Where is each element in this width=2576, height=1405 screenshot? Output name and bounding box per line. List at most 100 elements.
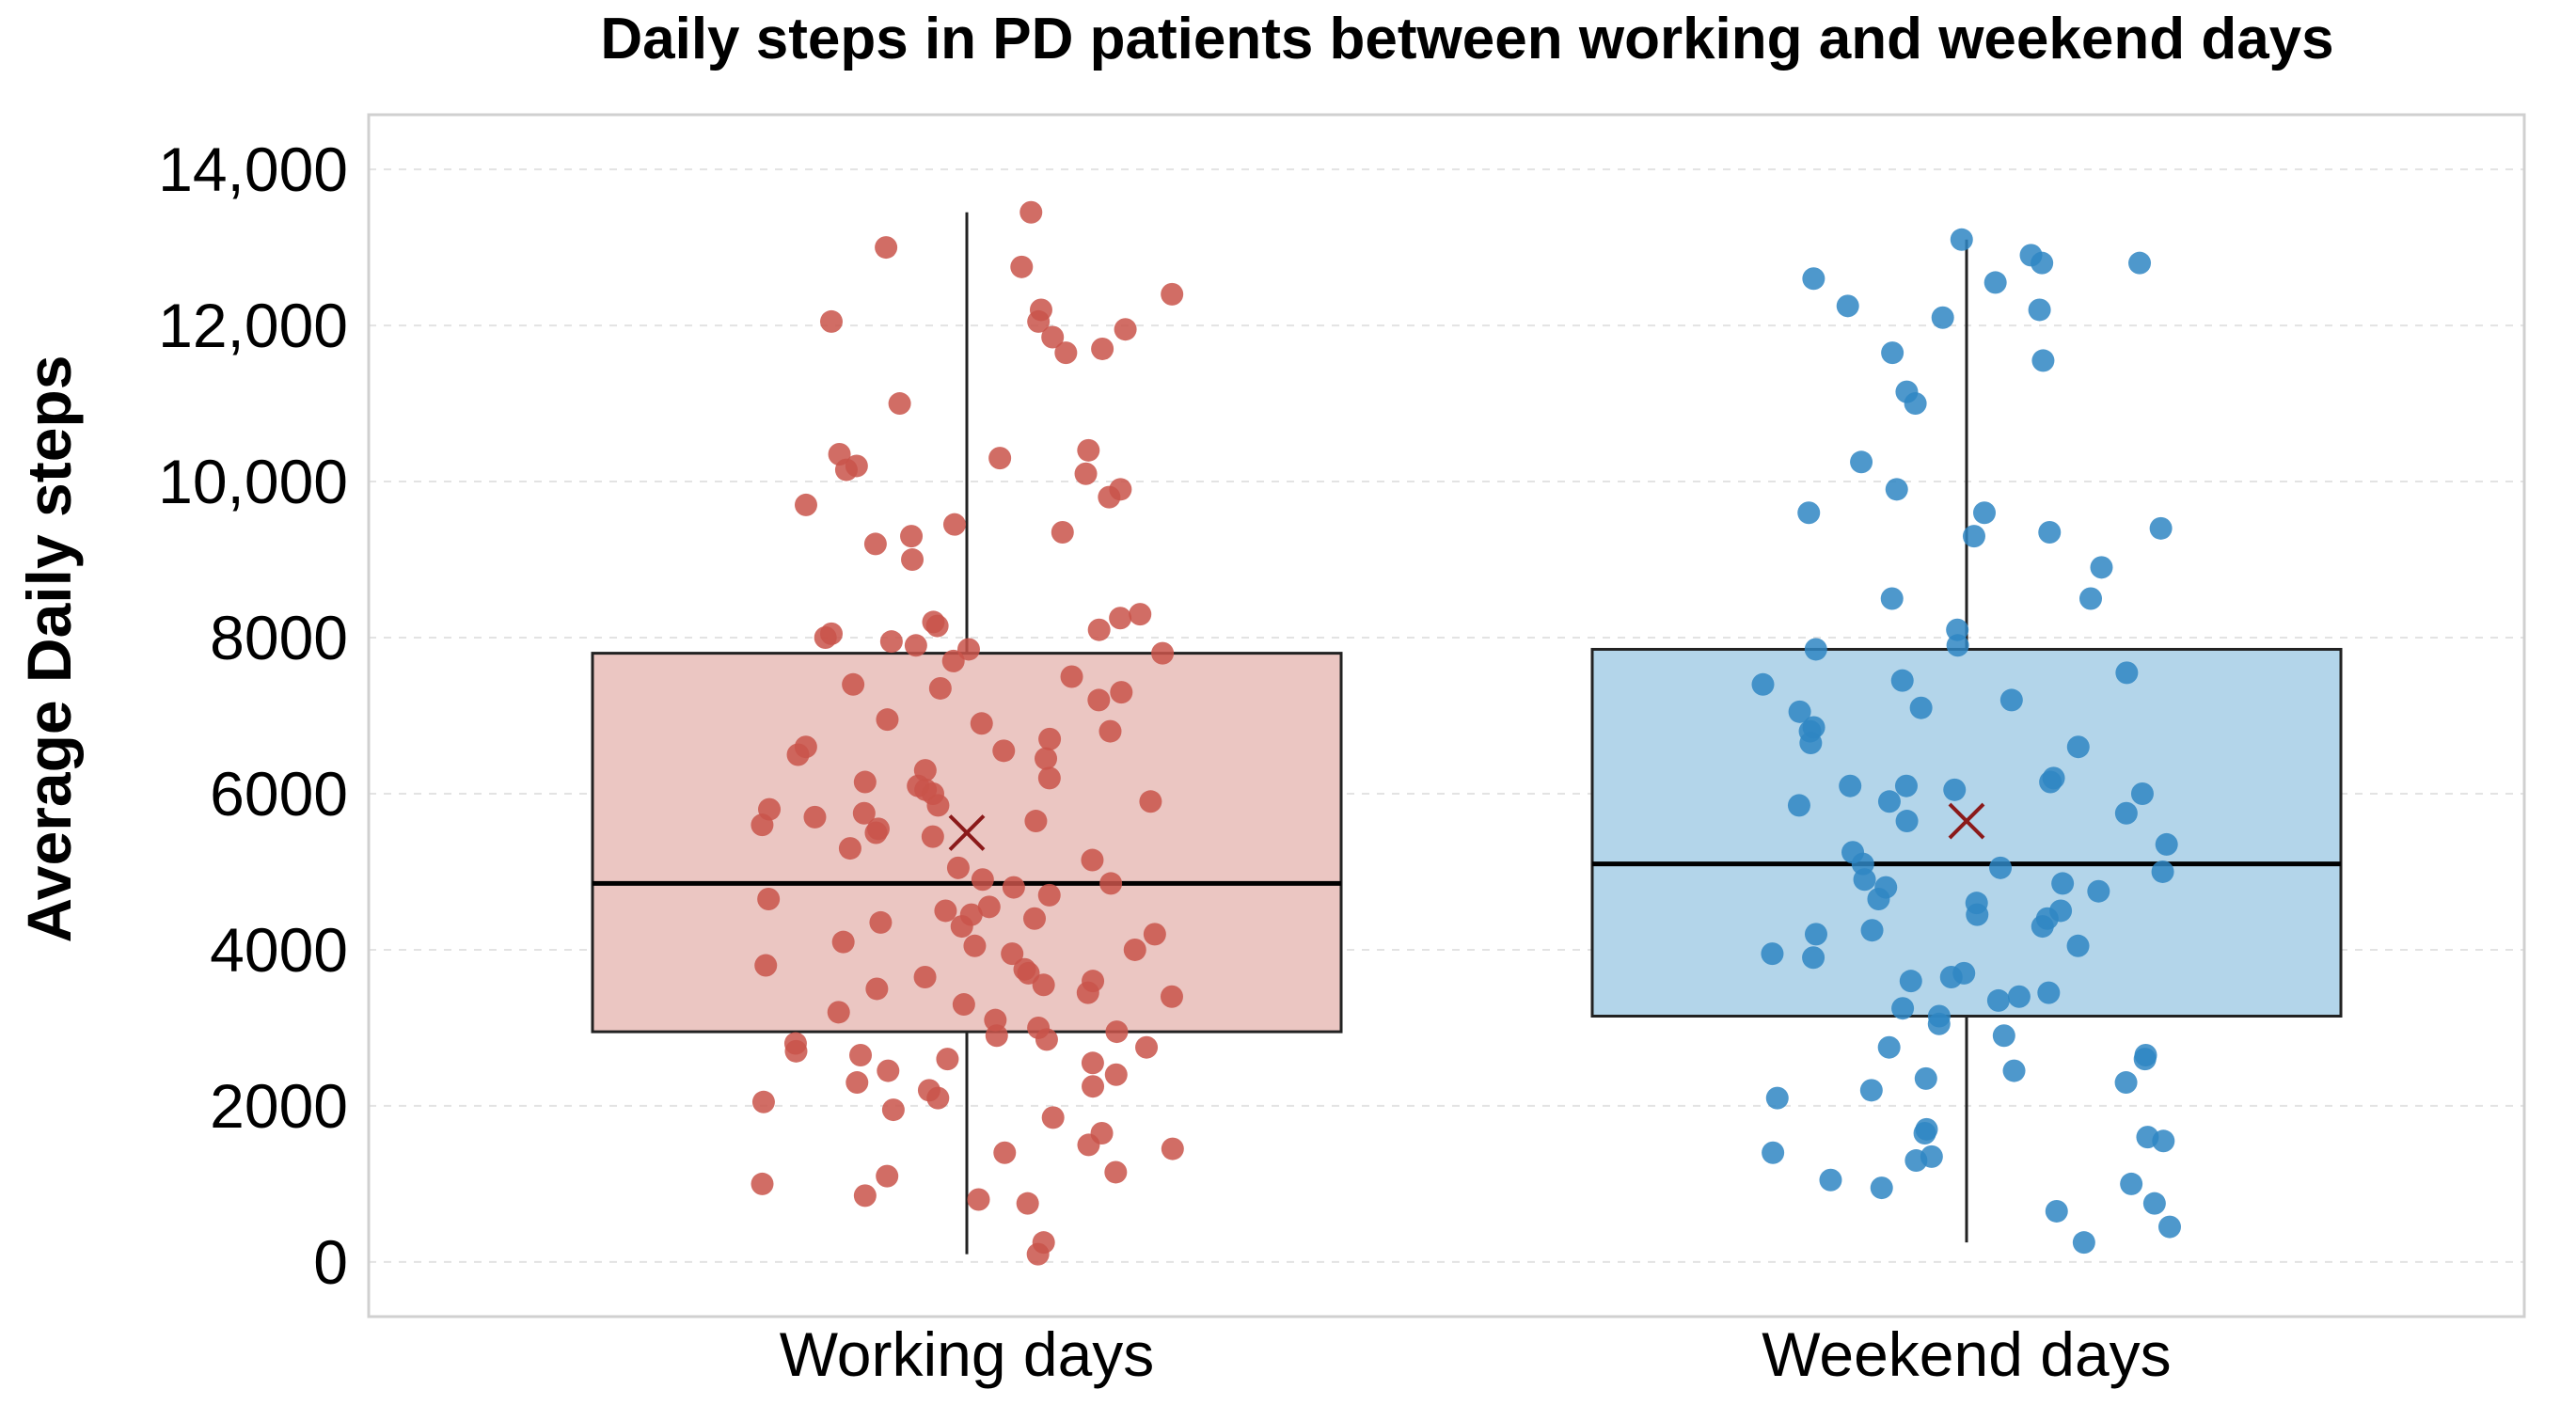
data-point — [1966, 903, 1989, 926]
data-point — [2155, 832, 2178, 856]
data-point — [950, 915, 973, 939]
data-point — [875, 236, 898, 260]
box-layer — [591, 212, 2343, 1255]
data-point — [1870, 1176, 1893, 1200]
data-point — [786, 743, 810, 766]
data-point — [2087, 879, 2110, 903]
data-point — [864, 821, 888, 845]
data-point — [1939, 966, 1963, 989]
data-point — [1850, 450, 1873, 474]
data-point — [1161, 282, 1184, 306]
data-point — [1041, 325, 1065, 349]
data-point — [970, 712, 993, 735]
data-point — [1904, 392, 1927, 416]
data-point — [831, 930, 855, 954]
data-point — [1914, 1066, 1937, 1090]
data-point — [819, 309, 843, 333]
data-point — [977, 895, 1001, 919]
data-point — [879, 630, 903, 654]
data-point — [1076, 981, 1099, 1004]
data-point — [1051, 520, 1074, 544]
data-point — [1799, 732, 1823, 755]
data-point — [2130, 781, 2154, 805]
data-point — [926, 1086, 950, 1110]
data-point — [1024, 810, 1048, 833]
data-point — [814, 626, 837, 650]
y-tick-label: 8000 — [210, 603, 348, 672]
data-point — [1074, 462, 1098, 485]
data-point — [1802, 267, 1825, 291]
data-point — [2038, 520, 2062, 544]
data-point — [1804, 923, 1827, 946]
data-point — [941, 649, 965, 672]
data-point — [1999, 688, 2023, 712]
data-point — [1109, 607, 1132, 630]
point-layer — [751, 200, 2181, 1266]
data-point — [1035, 747, 1058, 770]
data-point — [2037, 981, 2061, 1004]
y-tick-label: 12,000 — [158, 291, 348, 360]
data-point — [2142, 1192, 2166, 1215]
mean-layer — [948, 802, 1985, 851]
data-point — [992, 739, 1016, 763]
data-point — [1114, 318, 1137, 341]
data-point — [1931, 306, 1954, 329]
data-point — [1765, 1086, 1789, 1110]
data-point — [1904, 1149, 1928, 1173]
data-point — [1867, 888, 1890, 911]
data-point — [1019, 200, 1043, 224]
x-tick-label: Working days — [780, 1319, 1155, 1389]
data-point — [2120, 1172, 2143, 1195]
data-point — [971, 868, 994, 892]
y-tick-label: 2000 — [210, 1071, 348, 1141]
data-point — [2031, 251, 2054, 275]
data-point — [751, 813, 774, 837]
data-point — [1077, 438, 1100, 462]
data-point — [1802, 946, 1825, 970]
data-point — [1123, 938, 1146, 961]
data-point — [1002, 876, 1025, 899]
data-point — [852, 801, 876, 825]
data-point — [1894, 774, 1918, 797]
data-point — [1104, 1063, 1128, 1086]
data-point — [1082, 1075, 1105, 1098]
data-point — [2066, 934, 2090, 957]
data-point — [1950, 228, 1973, 251]
data-point — [942, 513, 966, 536]
data-point — [2072, 1231, 2095, 1255]
data-point — [1098, 485, 1121, 509]
y-tick-label: 0 — [313, 1227, 348, 1297]
data-point — [845, 1071, 869, 1095]
data-point — [827, 1001, 850, 1024]
data-point — [1098, 719, 1122, 743]
data-point — [1017, 961, 1040, 985]
data-point — [1129, 603, 1152, 626]
y-tick-label: 6000 — [210, 759, 348, 829]
data-point — [1037, 883, 1061, 907]
data-point — [1943, 778, 1967, 801]
data-point — [869, 910, 893, 934]
data-point — [1143, 923, 1166, 946]
y-tick-label: 4000 — [210, 915, 348, 985]
data-point — [1135, 1035, 1159, 1059]
data-point — [849, 1043, 873, 1066]
data-point — [1087, 618, 1111, 641]
data-point — [876, 1164, 899, 1188]
data-point — [1891, 997, 1915, 1020]
mean-marker — [1948, 802, 1985, 840]
chart-title: Daily steps in PD patients between worki… — [600, 7, 2333, 71]
y-tick-label: 10,000 — [158, 447, 348, 516]
data-point — [1023, 907, 1047, 930]
data-point — [1087, 688, 1111, 712]
data-point — [963, 934, 987, 957]
data-point — [2031, 915, 2054, 939]
data-point — [1787, 794, 1810, 817]
data-point — [1972, 501, 1996, 525]
data-point — [956, 638, 980, 661]
data-point — [1751, 672, 1775, 696]
y-tick-label: 14,000 — [158, 134, 348, 204]
data-point — [1989, 856, 2013, 879]
data-point — [751, 1172, 774, 1195]
data-point — [1839, 774, 1862, 797]
